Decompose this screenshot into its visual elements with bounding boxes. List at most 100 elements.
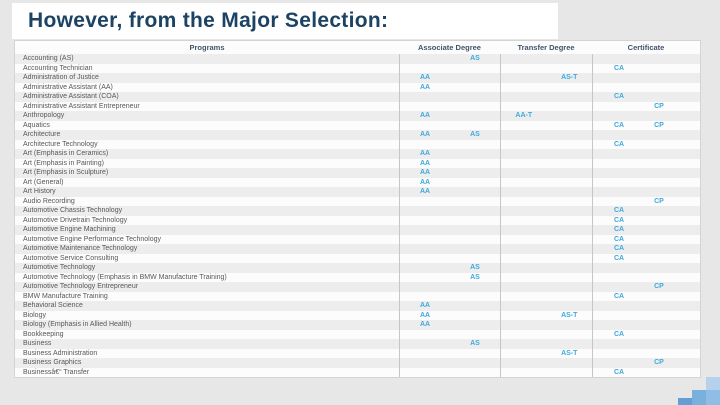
certificate-cell [592, 272, 700, 282]
associate-degree-cell: AA [399, 310, 500, 320]
transfer-degree-cell [500, 301, 592, 311]
table-row: Architecture AA AS [15, 130, 700, 140]
program-name: Art (Emphasis in Ceramics) [23, 150, 109, 158]
certificate-code-cp: CP [654, 359, 664, 367]
transfer-degree-cell [500, 329, 592, 339]
certificate-code-ca: CA [613, 121, 625, 129]
associate-degree-cell: AA [399, 187, 500, 197]
table-row: Anthropology AA AA-T [15, 111, 700, 121]
program-name: Administrative Assistant (AA) [23, 83, 113, 91]
program-name: Accounting Technician [23, 64, 93, 72]
corner-pixel-square [706, 377, 720, 390]
corner-pixel-square [706, 390, 720, 405]
associate-degree-cell [399, 63, 500, 73]
table-row: Accounting (AS) AS [15, 54, 700, 64]
transfer-degree-cell [500, 225, 592, 235]
associate-degree-cell [399, 101, 500, 111]
certificate-code-ca: CA [613, 368, 625, 376]
program-name: Aquatics [23, 121, 50, 129]
transfer-degree-cell [500, 177, 592, 187]
certificate-cell [592, 263, 700, 273]
certificate-cell [592, 130, 700, 140]
degree-code-as: AS [470, 264, 480, 272]
transfer-degree-cell: AS-T [500, 348, 592, 358]
table-row: Audio Recording CP [15, 196, 700, 206]
degree-code-aa: AA [419, 302, 431, 310]
associate-degree-cell: AS [399, 263, 500, 273]
associate-degree-cell [399, 329, 500, 339]
degree-code-aa: AA [419, 74, 431, 82]
certificate-code-cp: CP [654, 283, 664, 291]
transfer-degree-cell [500, 291, 592, 301]
certificate-code-cp: CP [654, 102, 664, 110]
table-header-row: Programs Associate Degree Transfer Degre… [15, 41, 700, 54]
degree-code-aa: AA [419, 321, 431, 329]
associate-degree-cell [399, 358, 500, 368]
program-name: Biology (Emphasis in Allied Health) [23, 321, 132, 329]
transfer-degree-cell [500, 101, 592, 111]
table-row: Administration of Justice AA AS-T [15, 73, 700, 83]
certificate-code-ca: CA [613, 140, 625, 148]
certificate-cell: CA CP [592, 120, 700, 130]
transfer-degree-cell [500, 139, 592, 149]
associate-degree-cell: AS [399, 339, 500, 349]
program-name: Art (General) [23, 178, 64, 186]
table-row: Biology AA AS-T [15, 310, 700, 320]
certificate-cell: CA [592, 206, 700, 216]
table-row: Automotive Service Consulting CA [15, 253, 700, 263]
transfer-degree-cell [500, 358, 592, 368]
certificate-code-ca: CA [613, 93, 625, 101]
certificate-code-ca: CA [613, 235, 625, 243]
associate-degree-cell: AS [399, 272, 500, 282]
associate-degree-cell [399, 367, 500, 377]
transfer-degree-cell [500, 272, 592, 282]
program-name: Accounting (AS) [23, 55, 74, 63]
program-name: Architecture [23, 131, 61, 139]
certificate-cell: CA [592, 92, 700, 102]
degree-code-aa: AA [419, 131, 431, 139]
program-name: Automotive Technology Entrepreneur [23, 283, 139, 291]
table-row: Businessâ€“ Transfer CA [15, 367, 700, 377]
transfer-degree-cell [500, 63, 592, 73]
associate-degree-cell [399, 253, 500, 263]
program-name: Automotive Engine Performance Technology [23, 235, 162, 243]
transfer-degree-cell: AS-T [500, 73, 592, 83]
transfer-degree-cell: AS-T [500, 310, 592, 320]
table-body: Accounting (AS) AS Accounting Technician CA… [15, 54, 700, 377]
associate-degree-cell [399, 225, 500, 235]
associate-degree-cell [399, 92, 500, 102]
transfer-degree-cell [500, 234, 592, 244]
certificate-cell: CP [592, 282, 700, 292]
table-row: Art (Emphasis in Painting) AA [15, 158, 700, 168]
associate-degree-cell: AA [399, 73, 500, 83]
certificate-cell [592, 348, 700, 358]
certificate-cell: CA [592, 215, 700, 225]
program-name: Biology [23, 311, 46, 319]
programs-table: Programs Associate Degree Transfer Degre… [14, 40, 701, 378]
associate-degree-cell [399, 196, 500, 206]
table-row: Art (General) AA [15, 177, 700, 187]
certificate-cell: CP [592, 101, 700, 111]
slide-title: However, from the Major Selection: [28, 9, 389, 32]
certificate-cell [592, 158, 700, 168]
transfer-degree-cell [500, 206, 592, 216]
degree-code-ast: AS-T [561, 311, 578, 319]
certificate-cell [592, 187, 700, 197]
table-row: Art (Emphasis in Ceramics) AA [15, 149, 700, 159]
certificate-cell [592, 111, 700, 121]
table-row: Architecture Technology CA [15, 139, 700, 149]
table-row: Automotive Drivetrain Technology CA [15, 215, 700, 225]
program-name: Anthropology [23, 112, 65, 120]
program-name: Art (Emphasis in Sculpture) [23, 169, 109, 177]
table-row: Automotive Engine Performance Technology… [15, 234, 700, 244]
program-name: Administrative Assistant (COA) [23, 93, 119, 101]
degree-code-ast: AS-T [561, 349, 578, 357]
column-header-certificate: Certificate [627, 43, 665, 52]
table-row: Automotive Engine Machining CA [15, 225, 700, 235]
program-name: Automotive Technology (Emphasis in BMW M… [23, 273, 227, 281]
certificate-cell [592, 320, 700, 330]
associate-degree-cell: AS [399, 54, 500, 64]
certificate-cell [592, 310, 700, 320]
title-box: However, from the Major Selection: [12, 3, 558, 39]
